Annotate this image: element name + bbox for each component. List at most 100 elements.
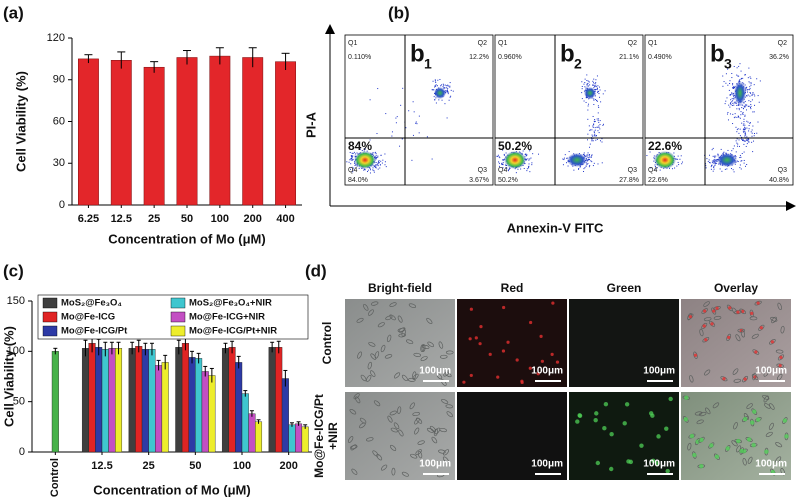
- event-dot: [742, 124, 744, 126]
- cell: [446, 411, 453, 418]
- quadrant-value: 0.490%: [648, 54, 672, 61]
- event-dot: [528, 163, 530, 165]
- event-dot: [529, 149, 531, 151]
- event-dot: [372, 167, 374, 169]
- event-dot: [594, 86, 596, 88]
- event-dot: [587, 118, 589, 120]
- event-dot: [444, 84, 446, 86]
- event-dot: [737, 104, 739, 106]
- event-dot: [744, 127, 746, 129]
- event-dot: [659, 169, 661, 171]
- event-dot: [751, 141, 753, 143]
- event-dot: [443, 84, 445, 86]
- event-dot: [599, 140, 601, 142]
- panel-b: (b) PI-A Annexin-V FITC Q1 0.110% Q2 12.2% Q3 3.…: [303, 3, 796, 235]
- cell: [359, 417, 367, 424]
- event-dot: [435, 85, 437, 87]
- event-dot: [740, 111, 742, 113]
- event-dot: [713, 159, 715, 161]
- scale-bar-label: 100μm: [419, 459, 451, 470]
- cell: [413, 352, 422, 357]
- event-dot: [352, 158, 354, 160]
- event-dot: [602, 124, 604, 126]
- event-dot: [399, 145, 401, 147]
- event-dot: [742, 130, 744, 132]
- cell: [442, 449, 450, 456]
- event-dot: [745, 134, 747, 136]
- event-dot: [728, 89, 730, 91]
- event-dot: [416, 123, 418, 125]
- event-dot: [591, 140, 593, 142]
- panel-c: (c) 0 50 100 150 Concentration of Mo (μM) Cell…: [1, 261, 312, 497]
- cell: [427, 341, 435, 348]
- event-dot: [746, 136, 748, 138]
- quadrant-name: Q2: [478, 40, 487, 47]
- event-dot: [436, 85, 438, 87]
- x-tick-label: 12.5: [111, 213, 132, 225]
- bar: [95, 347, 103, 453]
- event-dot: [714, 157, 716, 159]
- event-dot: [748, 141, 750, 143]
- event-dot: [589, 146, 591, 148]
- event-dot: [377, 168, 379, 170]
- red-signal: [715, 306, 719, 310]
- event-dot: [729, 82, 731, 84]
- event-dot: [732, 93, 734, 95]
- cell: [414, 427, 420, 435]
- event-dot: [598, 121, 600, 123]
- event-dot: [744, 165, 746, 167]
- event-dot: [395, 122, 397, 124]
- plot-label: b: [410, 40, 425, 67]
- event-dot: [743, 118, 745, 120]
- event-dot: [736, 116, 738, 118]
- panel-label: (b): [388, 3, 410, 22]
- red-signal: [704, 338, 708, 342]
- event-dot: [591, 134, 593, 136]
- event-dot: [733, 96, 735, 98]
- event-dot: [447, 84, 449, 86]
- event-dot: [711, 162, 713, 164]
- event-dot: [756, 78, 758, 80]
- event-dot: [447, 85, 449, 87]
- event-dot: [753, 111, 755, 113]
- event-dot: [426, 136, 428, 138]
- event-dot: [598, 125, 600, 127]
- event-dot: [376, 164, 378, 166]
- event-dot: [739, 79, 741, 81]
- event-dot: [754, 95, 756, 97]
- scale-bar-label: 100μm: [755, 459, 787, 470]
- event-dot: [705, 165, 707, 167]
- event-dot: [714, 163, 716, 165]
- event-dot: [668, 167, 670, 169]
- event-dot: [531, 162, 533, 164]
- y-tick-label: 60: [53, 115, 65, 127]
- event-dot: [597, 130, 599, 132]
- event-dot: [528, 165, 530, 167]
- cell: [367, 361, 372, 370]
- event-dot: [705, 163, 707, 165]
- bar: [161, 362, 169, 453]
- bar: [275, 61, 297, 206]
- event-dot: [375, 157, 377, 159]
- event-dot: [498, 161, 500, 163]
- event-dot: [446, 89, 448, 91]
- event-dot: [742, 104, 744, 106]
- cell: [775, 442, 783, 448]
- event-dot: [354, 153, 356, 155]
- event-dot: [587, 109, 589, 111]
- bar: [201, 371, 209, 453]
- event-dot: [743, 151, 745, 153]
- event-dot: [714, 162, 716, 164]
- cell: [777, 354, 785, 361]
- event-dot: [747, 94, 749, 96]
- event-dot: [713, 155, 715, 157]
- event-dot: [736, 67, 738, 69]
- event-dot: [737, 143, 739, 145]
- density-core: [354, 151, 376, 169]
- event-dot: [587, 133, 589, 135]
- event-dot: [706, 158, 708, 160]
- event-dot: [584, 167, 586, 169]
- cell: [360, 374, 367, 382]
- cell: [687, 442, 692, 451]
- event-dot: [391, 135, 393, 137]
